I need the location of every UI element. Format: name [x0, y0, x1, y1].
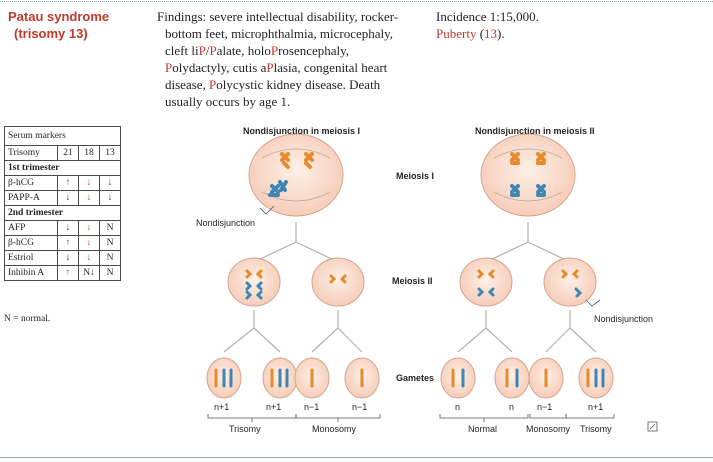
gamete-label: n: [509, 402, 515, 412]
gamete-label: n−1: [537, 402, 553, 412]
findings-line: Polydactyly, cutis aPlasia, congenital h…: [165, 60, 388, 75]
findings-line: bottom feet, microphthalmia, microcephal…: [165, 26, 394, 41]
gamete-label: n: [455, 402, 461, 412]
heading-subtitle: (trisomy 13): [14, 26, 88, 41]
findings-line: usually occurs by age 1.: [165, 94, 291, 109]
gamete-label: n+1: [214, 402, 230, 412]
meiosis1-cell-right: [480, 133, 576, 217]
table-row: Inhibin A ↑ N↓ N: [4, 265, 121, 281]
group-label-trisomy: Trisomy: [229, 424, 261, 434]
table-note: N = normal.: [4, 314, 51, 324]
findings-text: Findings: severe intellectual disability…: [157, 8, 422, 110]
table-row: PAPP-A ↓ ↓ ↓: [4, 190, 121, 206]
meiosis1-cell-left: [248, 133, 344, 217]
serum-markers-table: Serum markers Trisomy 21 18 13 1st trime…: [4, 126, 121, 281]
gamete-label: n+1: [266, 402, 282, 412]
findings-line: Findings: severe intellectual disability…: [157, 9, 399, 24]
meiosis2-cells: [227, 257, 601, 307]
group-label-monosomy-2: Monosomy: [526, 424, 571, 434]
findings-line: cleft liP/Palate, holoProsencephaly,: [165, 43, 350, 58]
incidence-text: Incidence 1:15,000. Puberty (13).: [436, 8, 636, 42]
row-label: Inhibin A: [4, 265, 58, 281]
group-label-monosomy: Monosomy: [312, 424, 357, 434]
label-meiosis1: Meiosis I: [396, 171, 435, 181]
gamete-cells: [206, 357, 614, 399]
table-row: AFP ↓ ↓ N: [4, 220, 121, 236]
figure-icon: [647, 421, 658, 432]
gamete-label: n−1: [352, 402, 368, 412]
label-nondisjunction-1: Nondisjunction: [196, 218, 256, 228]
heading-title: Patau syndrome: [8, 9, 110, 24]
gamete-label: n−1: [304, 402, 320, 412]
table-cell: ↑: [57, 265, 79, 281]
table-row: β-hCG ↑ ↓ ↓: [4, 175, 121, 191]
branch-lines-2: [223, 310, 597, 353]
incidence-line: Incidence 1:15,000.: [436, 9, 539, 24]
label-nondisjunction-2: Nondisjunction: [594, 314, 654, 324]
section-heading: Patau syndrome (trisomy 13): [8, 8, 148, 42]
label-gametes: Gametes: [396, 373, 435, 383]
top-rule: [0, 1, 713, 2]
table-row: Estriol ↓ ↓ N: [4, 250, 121, 266]
gamete-label: n+1: [588, 402, 604, 412]
table-header-row: Trisomy 21 18 13: [4, 145, 121, 161]
title-meiosis2: Nondisjunction in meiosis II: [475, 126, 595, 136]
group-brackets: [207, 414, 615, 422]
header-cell: 13: [99, 145, 121, 161]
label-meiosis2: Meiosis II: [392, 276, 433, 286]
group-label-trisomy-2: Trisomy: [580, 424, 612, 434]
findings-line: disease, Polycystic kidney disease. Deat…: [165, 77, 381, 92]
group-label-normal: Normal: [468, 424, 498, 434]
bottom-rule: [0, 457, 713, 458]
title-meiosis1: Nondisjunction in meiosis I: [243, 126, 361, 136]
table-cell: N: [99, 265, 121, 281]
figure-icon-mark: [649, 423, 656, 430]
puberty-line: Puberty (13).: [436, 26, 505, 41]
table-row: β-hCG ↑ ↓ N: [4, 235, 121, 251]
branch-lines-1: [253, 222, 571, 263]
